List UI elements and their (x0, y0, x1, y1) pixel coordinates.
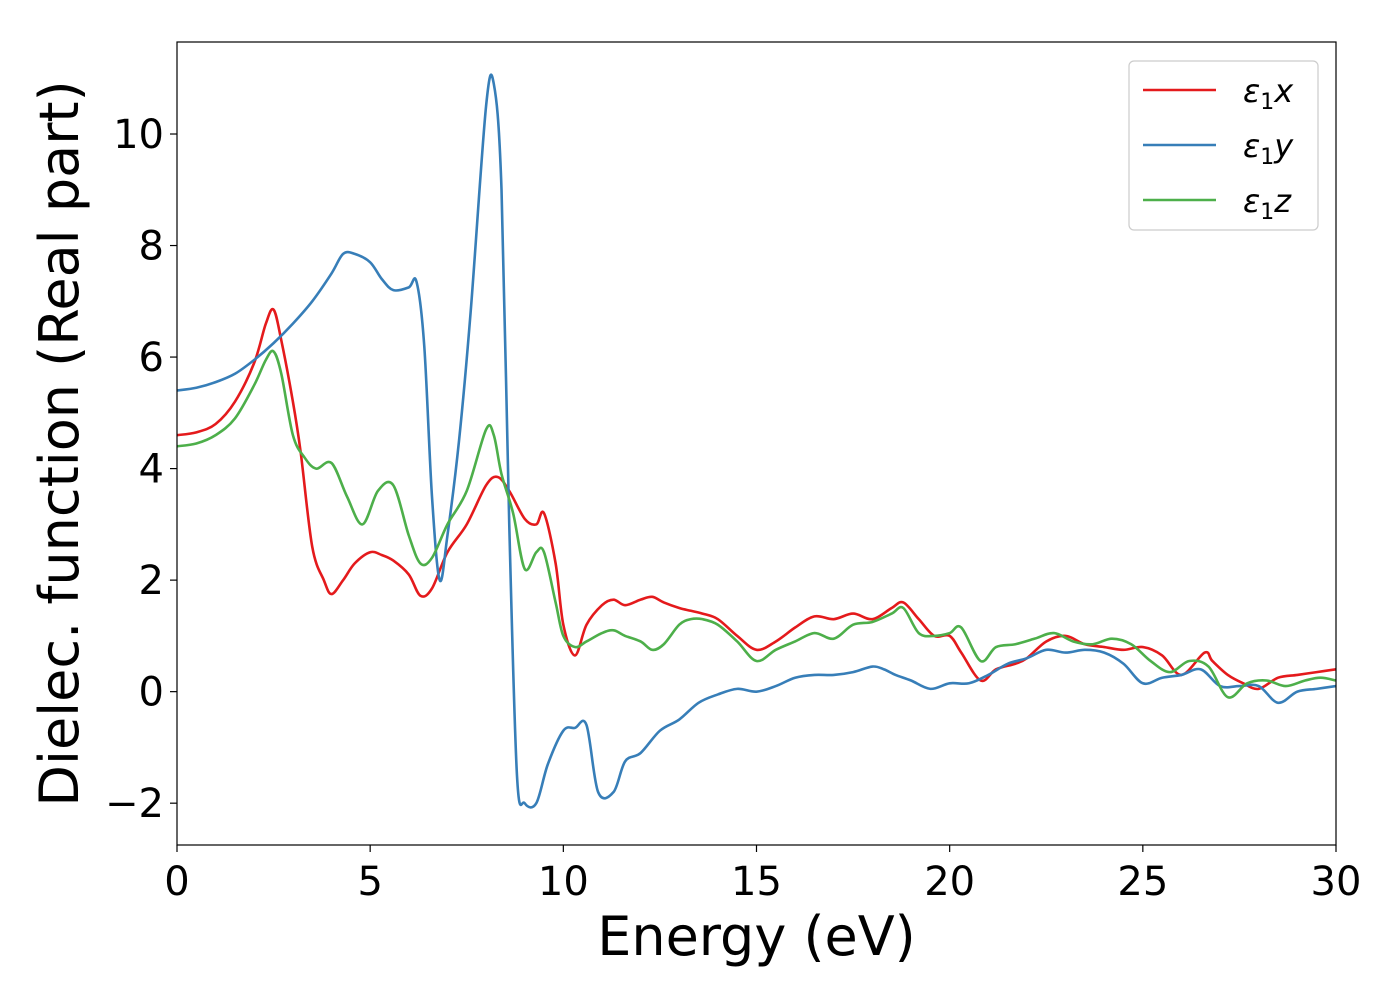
legend-symbol: ε (1243, 182, 1260, 220)
legend-variable: x (1273, 72, 1294, 110)
y-tick-label: 4 (139, 447, 164, 493)
y-tick-label: 2 (139, 558, 164, 604)
legend-symbol: ε (1243, 127, 1260, 165)
x-tick-label: 25 (1117, 859, 1168, 905)
x-tick-label: 15 (731, 859, 782, 905)
legend-subscript: 1 (1260, 145, 1274, 170)
legend-subscript: 1 (1260, 90, 1274, 115)
legend-subscript: 1 (1260, 200, 1274, 225)
x-tick-label: 30 (1311, 859, 1362, 905)
series-line-y (177, 73, 1336, 809)
plot-lines (177, 73, 1336, 809)
legend-variable: y (1273, 127, 1294, 165)
y-tick-label: 6 (139, 335, 164, 381)
legend-label-z: ε1z (1243, 182, 1292, 225)
x-axis-label: Energy (eV) (597, 905, 916, 968)
y-axis-label: Dielec. function (Real part) (28, 80, 91, 806)
series-line-x (177, 307, 1336, 691)
x-tick-label: 10 (538, 859, 589, 905)
x-tick-label: 0 (164, 859, 189, 905)
legend-symbol: ε (1243, 72, 1260, 110)
y-tick-label: 10 (113, 112, 164, 158)
x-axis: 0 5 10 15 20 25 30 (164, 845, 1361, 905)
series-line-z (177, 349, 1336, 699)
y-tick-label: −2 (105, 781, 164, 827)
y-axis: −2 0 2 4 6 8 10 (105, 112, 177, 827)
y-tick-label: 8 (139, 224, 164, 270)
legend-label-x: ε1x (1243, 72, 1294, 115)
legend-box (1128, 60, 1319, 231)
legend-variable: z (1273, 182, 1292, 220)
legend-label-y: ε1y (1243, 127, 1294, 170)
x-tick-label: 20 (924, 859, 975, 905)
y-tick-label: 0 (139, 670, 164, 716)
x-tick-label: 5 (357, 859, 382, 905)
